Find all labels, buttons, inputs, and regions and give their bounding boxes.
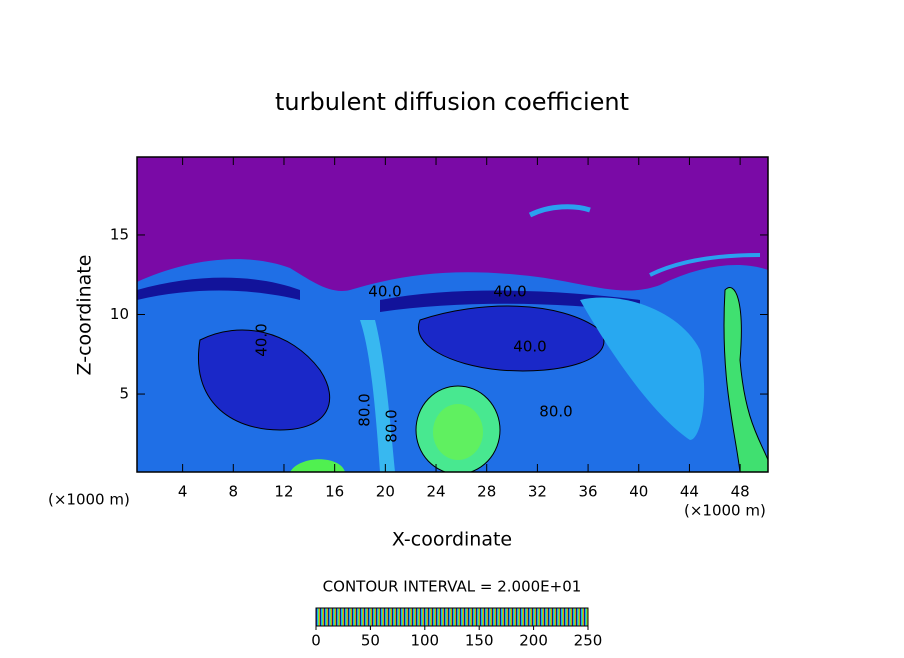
field-region [649,253,761,277]
y-axis-label: Z-coordinate [74,255,96,376]
contour-label: 40.0 [493,283,526,301]
x-tick-label: 12 [274,483,293,501]
colorbar-tick-label: 0 [311,632,321,650]
contour-label: 80.0 [356,393,374,426]
field-region [380,290,640,312]
colorbar-tick-label: 50 [361,632,380,650]
x-tick-label: 36 [579,483,598,501]
colorbar-tick-label: 150 [465,632,494,650]
field-region [290,459,345,472]
chart-title: turbulent diffusion coefficient [275,88,629,116]
contour-label: 80.0 [539,403,572,421]
contour-label: 40.0 [513,338,546,356]
field-region [418,305,605,372]
contour-label: 40.0 [368,283,401,301]
field-region [528,204,591,218]
x-tick-label: 28 [477,483,496,501]
x-tick-label: 8 [229,483,239,501]
x-unit: (×1000 m) [48,491,130,509]
x-axis-label: X-coordinate [392,529,512,551]
x-tick-label: 32 [528,483,547,501]
contour-label: 40.0 [253,323,271,356]
field [137,157,768,472]
x-tick-label: 44 [680,483,699,501]
field-region [433,404,483,460]
field-region [360,320,395,472]
field-region [723,287,768,472]
x-tick-label: 24 [426,483,445,501]
colorbar-tick-label: 250 [574,632,603,650]
x-tick-label: 48 [731,483,750,501]
colorbar [315,607,589,627]
field-region [580,297,705,440]
contour-label: 80.0 [383,409,401,442]
x-tick-label: 4 [178,483,188,501]
y-tick-label: 15 [110,225,129,243]
y-unit: (×1000 m) [684,502,766,520]
x-tick-label: 20 [376,483,395,501]
contour-interval: CONTOUR INTERVAL = 2.000E+01 [323,578,582,596]
colorbar-tick-label: 200 [519,632,548,650]
field-region [198,329,330,431]
colorbar-tick-label: 100 [410,632,439,650]
x-tick-label: 16 [325,483,344,501]
y-tick-label: 5 [119,385,129,403]
field-region [137,277,300,300]
x-tick-label: 40 [629,483,648,501]
y-tick-label: 10 [110,305,129,323]
